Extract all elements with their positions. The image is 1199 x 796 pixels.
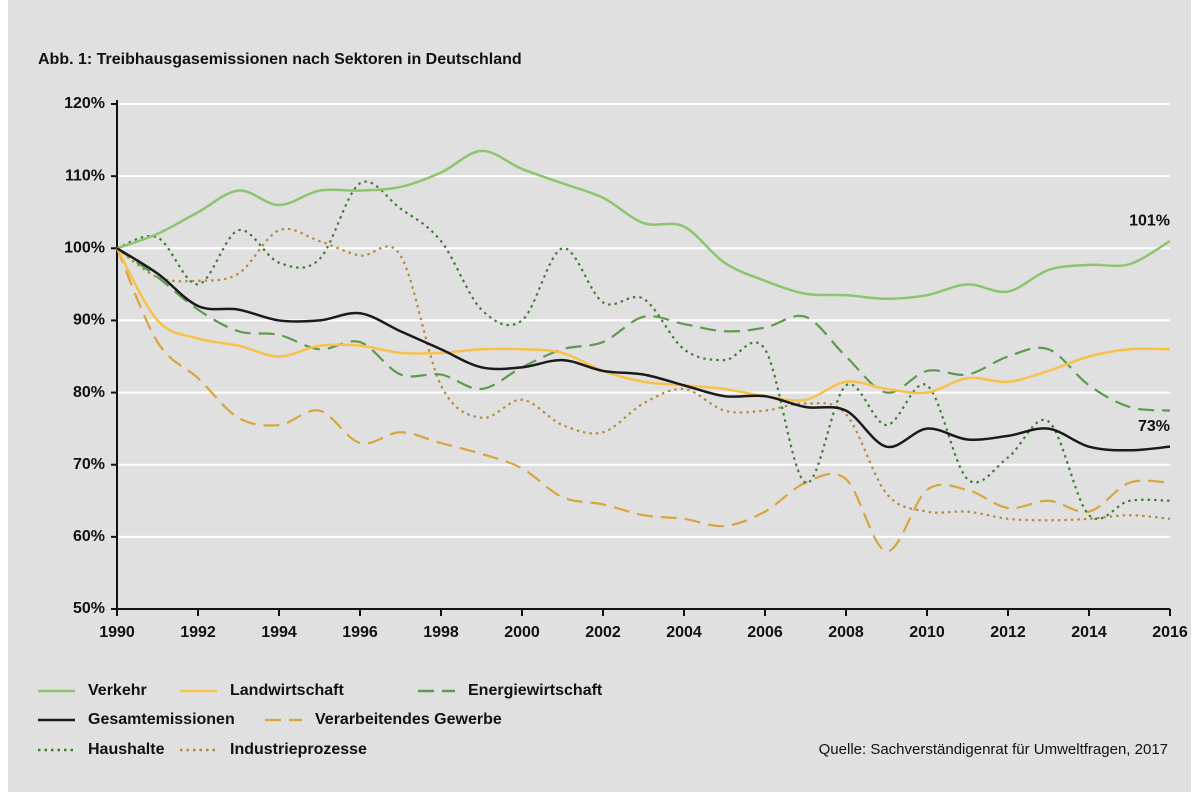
x-tick-label: 1994: [261, 624, 297, 641]
x-tick-label: 2014: [1071, 624, 1107, 641]
x-tick-label: 1998: [423, 624, 459, 641]
chart-title: Abb. 1: Treibhausgasemissionen nach Sekt…: [38, 51, 522, 68]
legend-label: Haushalte: [88, 741, 165, 758]
series-line: [116, 247, 1171, 412]
series-line: [115, 247, 1171, 402]
x-tick-label: 2004: [666, 624, 702, 641]
series-line: [116, 247, 1171, 452]
legend-label: Energiewirtschaft: [468, 682, 603, 699]
y-tick-label: 70%: [73, 456, 105, 473]
source: Quelle: Sachverständigenrat für Umweltfr…: [819, 741, 1168, 758]
y-tick-label: 50%: [73, 600, 105, 617]
y-tick-label: 100%: [64, 240, 105, 257]
x-tick-label: 2012: [990, 624, 1026, 641]
x-tick-label: 1990: [99, 624, 135, 641]
data-label: 101%: [1129, 212, 1170, 229]
x-tick-label: 1996: [342, 624, 378, 641]
legend-label: Industrieprozesse: [230, 741, 367, 758]
x-tick-label: 2002: [585, 624, 621, 641]
series-line: [116, 227, 1171, 522]
legend-label: Gesamtemissionen: [88, 711, 235, 728]
x-tick-label: 2006: [747, 624, 783, 641]
legend-label: Verarbeitendes Gewerbe: [315, 711, 502, 728]
y-tick-label: 60%: [73, 528, 105, 545]
y-tick-label: 120%: [64, 95, 105, 112]
panel: [8, 0, 1191, 792]
series-line: [115, 247, 1171, 553]
x-tick-label: 2000: [504, 624, 540, 641]
legend-label: Landwirtschaft: [230, 682, 344, 699]
y-tick-label: 90%: [73, 312, 105, 329]
series-line: [116, 180, 1171, 520]
x-tick-label: 2016: [1152, 624, 1188, 641]
series-line: [116, 149, 1171, 301]
y-tick-label: 110%: [65, 167, 105, 184]
y-tick-label: 80%: [73, 384, 105, 401]
x-tick-label: 2008: [828, 624, 864, 641]
x-tick-label: 2010: [909, 624, 945, 641]
legend-label: Verkehr: [88, 682, 147, 699]
data-label: 73%: [1138, 418, 1170, 435]
x-tick-label: 1992: [180, 624, 216, 641]
